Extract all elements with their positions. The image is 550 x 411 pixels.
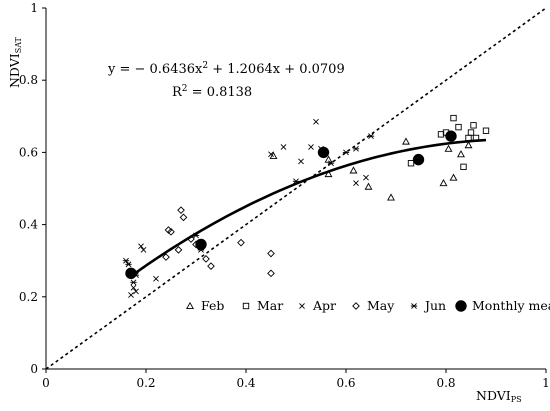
legend-item-apr: Apr bbox=[299, 298, 336, 313]
tick-labels: 0 0.2 0.4 0.6 0.8 1 0 0.2 0.4 0.6 0.8 1 bbox=[19, 1, 550, 390]
x-tick-label: 0.8 bbox=[436, 376, 455, 390]
reference-line bbox=[45, 7, 547, 370]
data-point-may bbox=[202, 255, 210, 263]
data-point-feb bbox=[349, 166, 358, 174]
data-point-feb bbox=[464, 141, 473, 149]
data-point-mar bbox=[467, 129, 475, 136]
data-point-mar bbox=[455, 123, 462, 131]
data-point-may bbox=[179, 213, 188, 222]
legend-label: Mar bbox=[257, 298, 283, 313]
legend-item-monthly-mean: Monthly mean bbox=[455, 298, 550, 313]
fit-curve bbox=[130, 138, 487, 278]
data-point-apr bbox=[280, 144, 287, 150]
data-point-apr bbox=[138, 243, 144, 250]
data-point-apr bbox=[130, 284, 137, 291]
data-point-monthly-mean bbox=[412, 153, 425, 166]
data-point-feb bbox=[324, 155, 333, 163]
data-point-mar bbox=[450, 114, 457, 122]
data-point-apr bbox=[133, 288, 139, 295]
x-axis-label: NDVIPS bbox=[476, 388, 522, 404]
data-point-apr bbox=[153, 275, 159, 282]
data-point-apr bbox=[353, 180, 359, 186]
legend-label: Apr bbox=[312, 298, 336, 313]
data-points bbox=[122, 114, 490, 298]
data-point-jun bbox=[367, 133, 375, 140]
data-point-mar bbox=[460, 163, 467, 171]
data-point-jun bbox=[342, 149, 350, 156]
data-point-apr bbox=[308, 144, 314, 150]
legend-label: Feb bbox=[201, 298, 224, 313]
data-point-feb bbox=[444, 144, 453, 152]
data-point-may bbox=[167, 227, 175, 236]
data-point-apr bbox=[268, 151, 274, 158]
data-point-may bbox=[267, 269, 275, 278]
data-point-jun bbox=[327, 160, 335, 167]
data-point-mar bbox=[407, 160, 415, 167]
regression-equation: y = − 0.6436x2 + 1.2064x + 0.0709 bbox=[107, 61, 345, 77]
y-tick-label: 0.4 bbox=[19, 218, 38, 232]
legend-item-may: May bbox=[352, 298, 395, 313]
data-point-monthly-mean bbox=[195, 238, 207, 251]
y-tick-label: 0.6 bbox=[19, 145, 38, 159]
data-point-feb bbox=[439, 178, 448, 187]
data-point-apr bbox=[363, 174, 369, 181]
legend-label: Monthly mean bbox=[472, 298, 550, 313]
y-tick-label: 0 bbox=[30, 362, 38, 376]
legend-item-feb: Feb bbox=[186, 298, 224, 313]
data-point-jun bbox=[130, 279, 137, 286]
series-jun bbox=[122, 133, 375, 286]
data-point-may bbox=[174, 246, 183, 254]
data-point-feb bbox=[324, 169, 333, 178]
series-apr bbox=[128, 118, 369, 298]
x-tick-label: 1 bbox=[542, 376, 550, 390]
polynomial-fit-curve bbox=[130, 138, 487, 278]
one-to-one-line bbox=[45, 7, 547, 370]
data-point-may bbox=[177, 206, 185, 214]
r-squared-label: R2 = 0.8138 bbox=[172, 84, 252, 100]
data-point-jun bbox=[125, 261, 132, 268]
x-tick-label: 0.2 bbox=[136, 376, 155, 390]
x-tick-label: 0 bbox=[42, 376, 50, 390]
data-point-jun bbox=[122, 257, 130, 264]
series-monthly-mean bbox=[125, 130, 457, 280]
data-point-mar bbox=[470, 122, 477, 129]
data-point-may bbox=[267, 249, 275, 258]
y-axis-label: NDVISAT bbox=[7, 36, 23, 88]
data-point-apr bbox=[313, 118, 319, 125]
data-point-jun bbox=[352, 145, 360, 152]
axes bbox=[42, 7, 547, 373]
data-point-mar bbox=[482, 127, 490, 134]
legend-item-jun: Jun bbox=[410, 298, 446, 313]
data-point-apr bbox=[298, 158, 304, 165]
legend-label: May bbox=[367, 298, 395, 313]
data-point-may bbox=[207, 262, 215, 270]
y-tick-label: 0.2 bbox=[19, 290, 38, 304]
y-tick-label: 1 bbox=[30, 1, 38, 15]
data-point-feb bbox=[457, 150, 465, 158]
y-tick-label: 0.8 bbox=[19, 73, 38, 87]
series-may bbox=[162, 206, 275, 278]
legend-item-mar: Mar bbox=[242, 298, 283, 313]
data-point-feb bbox=[449, 173, 458, 181]
data-point-may bbox=[237, 238, 245, 247]
data-point-apr bbox=[140, 246, 147, 253]
legend-label: Jun bbox=[423, 298, 446, 313]
data-point-feb bbox=[402, 137, 410, 145]
data-point-monthly-mean bbox=[445, 130, 457, 142]
x-tick-label: 0.4 bbox=[236, 376, 255, 390]
data-point-feb bbox=[364, 182, 373, 190]
data-point-feb bbox=[387, 193, 395, 201]
data-point-may bbox=[162, 253, 170, 261]
legend: Feb Mar Apr May Jun Monthly mean bbox=[186, 298, 550, 313]
x-tick-label: 0.6 bbox=[336, 376, 355, 390]
series-feb bbox=[269, 137, 473, 201]
data-point-apr bbox=[128, 292, 134, 298]
data-point-monthly-mean bbox=[317, 146, 330, 159]
